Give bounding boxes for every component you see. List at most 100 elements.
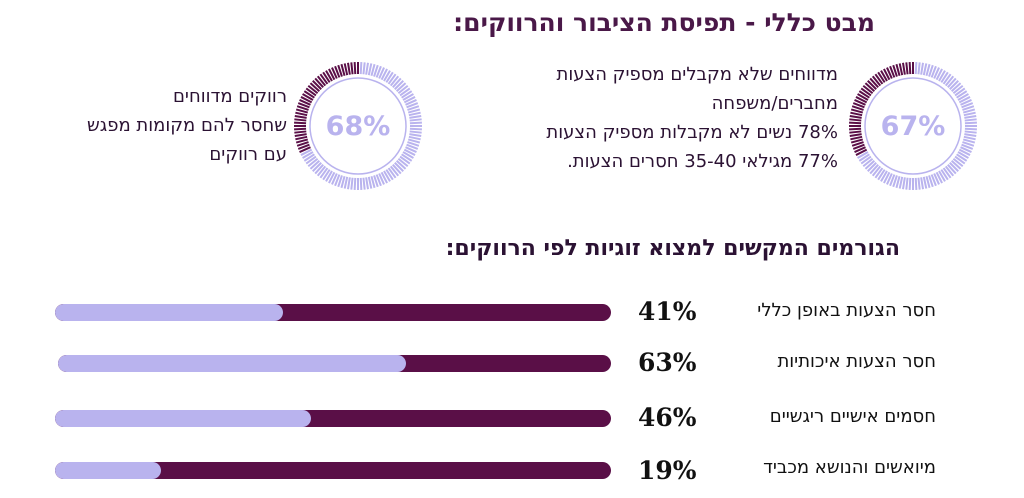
- ring-segment-dark: [337, 64, 343, 77]
- ring-segment-dark: [325, 70, 333, 82]
- ring-segment-light: [312, 162, 322, 172]
- ring-segment-light: [874, 167, 884, 179]
- ring-segment-light: [370, 175, 376, 189]
- ring-segment-dark: [877, 71, 886, 83]
- ring-segment-light: [365, 62, 369, 75]
- ring-segment-light: [886, 173, 893, 185]
- ring-segment-light: [950, 160, 962, 170]
- ring-segment-light: [920, 62, 924, 75]
- ring-segment-light: [952, 157, 964, 168]
- ring-segment-dark: [858, 90, 870, 99]
- ring-segment-light: [864, 160, 876, 170]
- ring-segment-light: [933, 173, 940, 185]
- ring-segment-light: [889, 174, 896, 187]
- ring-segment-dark: [857, 93, 869, 101]
- bar-category-label: חסר הצעות איכותיות: [777, 351, 936, 372]
- ring-segment-light: [407, 108, 421, 114]
- ring-segment-dark: [299, 99, 311, 106]
- ring-svg: [294, 62, 422, 190]
- ring-segment-dark: [296, 141, 309, 147]
- ring-segment-light: [394, 80, 404, 90]
- ring-segment-dark: [297, 102, 310, 109]
- ring-segment-light: [383, 70, 391, 82]
- ring-segment-light: [397, 157, 409, 168]
- ring-segment-light: [961, 102, 974, 109]
- ring-segment-light: [401, 153, 413, 162]
- ring-segment-light: [395, 160, 407, 170]
- ring-segment-light: [858, 153, 870, 162]
- ring-segment-dark: [880, 70, 888, 82]
- ring-segment-light: [409, 130, 422, 134]
- ring-segment-light: [380, 68, 388, 81]
- ring-segment-light: [334, 174, 341, 187]
- ring-segment-light: [914, 62, 918, 75]
- ring-segment-light: [957, 93, 969, 101]
- ring-segment-light: [373, 64, 379, 77]
- ring-segment-light: [942, 167, 952, 179]
- ring-segment-light: [883, 171, 891, 184]
- ring-segment-dark: [867, 80, 877, 90]
- ring-segment-dark: [294, 115, 307, 119]
- ring-segment-dark: [871, 75, 882, 87]
- ring-segment-light: [958, 148, 971, 156]
- ring-segment-light: [930, 65, 937, 78]
- ring-segment-dark: [295, 108, 309, 114]
- ring-segment-light: [373, 175, 379, 188]
- ring-segment-light: [947, 77, 957, 89]
- ring-segment-dark: [312, 80, 322, 90]
- ring-segment-light: [325, 170, 333, 182]
- ring-segment-light: [385, 71, 394, 83]
- ring-segment-light: [940, 169, 949, 181]
- ring-segment-light: [949, 162, 959, 172]
- ring-segment-light: [862, 157, 874, 168]
- ring-segment-light: [328, 171, 336, 184]
- ring-segment-dark: [305, 87, 317, 97]
- ring-segment-dark: [908, 62, 912, 75]
- ring-segment-dark: [851, 141, 864, 147]
- ring-segment-dark: [854, 99, 866, 106]
- ring-segment-dark: [300, 96, 313, 104]
- ring-segment-light: [409, 127, 422, 131]
- ring-segment-light: [375, 174, 382, 187]
- ring-segment-dark: [850, 111, 863, 117]
- ring-segment-light: [928, 175, 934, 188]
- ring-segment-dark: [302, 93, 314, 101]
- bar-track: [55, 462, 611, 479]
- ring-segment-light: [960, 146, 972, 153]
- ring-segment-light: [922, 63, 928, 76]
- ring-segment-light: [367, 63, 373, 76]
- ring-inner-circle: [864, 77, 962, 175]
- ring-segment-dark: [294, 121, 307, 125]
- bar-value-label: 63%: [638, 348, 697, 377]
- ring-segment-light: [938, 70, 946, 82]
- ring-segment-light: [401, 90, 413, 99]
- bar-fill: [55, 410, 311, 427]
- ring-segment-dark: [905, 62, 909, 75]
- text-line: מדווחים שלא מקבלים מספיק הצעות: [556, 64, 838, 85]
- ring-segment-dark: [854, 146, 866, 153]
- ring-68-description: רווקים מדווחים שחסר להם מקומות מפגש עם ר…: [87, 82, 287, 169]
- ring-segment-light: [930, 174, 937, 187]
- ring-segment-light: [942, 73, 952, 85]
- ring-segment-light: [365, 177, 369, 190]
- ring-segment-light: [407, 138, 421, 144]
- ring-segment-dark: [307, 84, 319, 95]
- ring-segment-dark: [331, 67, 338, 79]
- ring-segment-light: [954, 87, 966, 97]
- ring-segment-dark: [319, 73, 329, 85]
- ring-segment-light: [319, 167, 329, 179]
- bar-fill: [55, 462, 161, 479]
- ring-segment-light: [867, 162, 877, 172]
- page-title: מבט כללי - תפיסת הציבור והרווקים:: [453, 8, 875, 37]
- ring-segment-light: [880, 170, 888, 182]
- ring-segment-light: [962, 138, 976, 144]
- ring-segment-light: [963, 135, 976, 141]
- ring-segment-light: [928, 64, 934, 77]
- ring-segment-light: [402, 151, 414, 159]
- ring-segment-dark: [347, 62, 351, 75]
- ring-segment-light: [392, 77, 402, 89]
- ring-segment-dark: [883, 68, 891, 81]
- ring-value: 67%: [880, 110, 946, 142]
- ring-segment-light: [962, 105, 975, 111]
- ring-segment-light: [347, 177, 351, 190]
